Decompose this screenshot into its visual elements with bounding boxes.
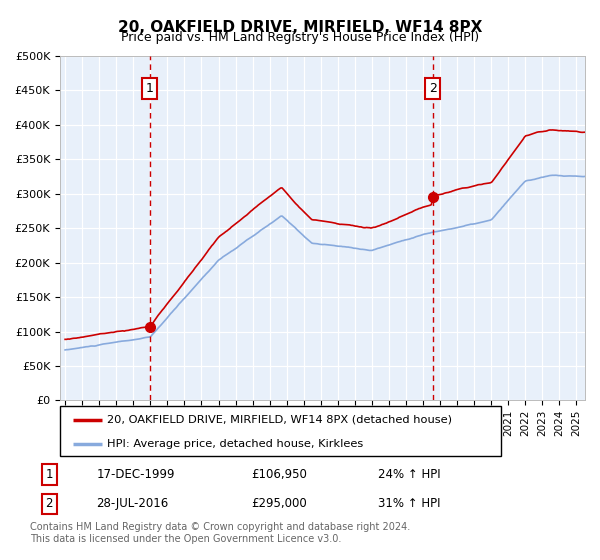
Text: 20, OAKFIELD DRIVE, MIRFIELD, WF14 8PX: 20, OAKFIELD DRIVE, MIRFIELD, WF14 8PX [118,20,482,35]
Text: 28-JUL-2016: 28-JUL-2016 [96,497,169,510]
Text: 31% ↑ HPI: 31% ↑ HPI [378,497,440,510]
Text: 20, OAKFIELD DRIVE, MIRFIELD, WF14 8PX (detached house): 20, OAKFIELD DRIVE, MIRFIELD, WF14 8PX (… [107,414,452,424]
Text: 24% ↑ HPI: 24% ↑ HPI [378,468,440,481]
Text: £106,950: £106,950 [251,468,307,481]
Text: 17-DEC-1999: 17-DEC-1999 [96,468,175,481]
Text: HPI: Average price, detached house, Kirklees: HPI: Average price, detached house, Kirk… [107,439,364,449]
Text: 1: 1 [146,82,154,95]
Text: 2: 2 [428,82,437,95]
FancyBboxPatch shape [60,406,501,456]
Text: 2: 2 [46,497,53,510]
Text: Contains HM Land Registry data © Crown copyright and database right 2024.
This d: Contains HM Land Registry data © Crown c… [30,522,410,544]
Text: 1: 1 [46,468,53,481]
Text: £295,000: £295,000 [251,497,307,510]
Text: Price paid vs. HM Land Registry's House Price Index (HPI): Price paid vs. HM Land Registry's House … [121,31,479,44]
